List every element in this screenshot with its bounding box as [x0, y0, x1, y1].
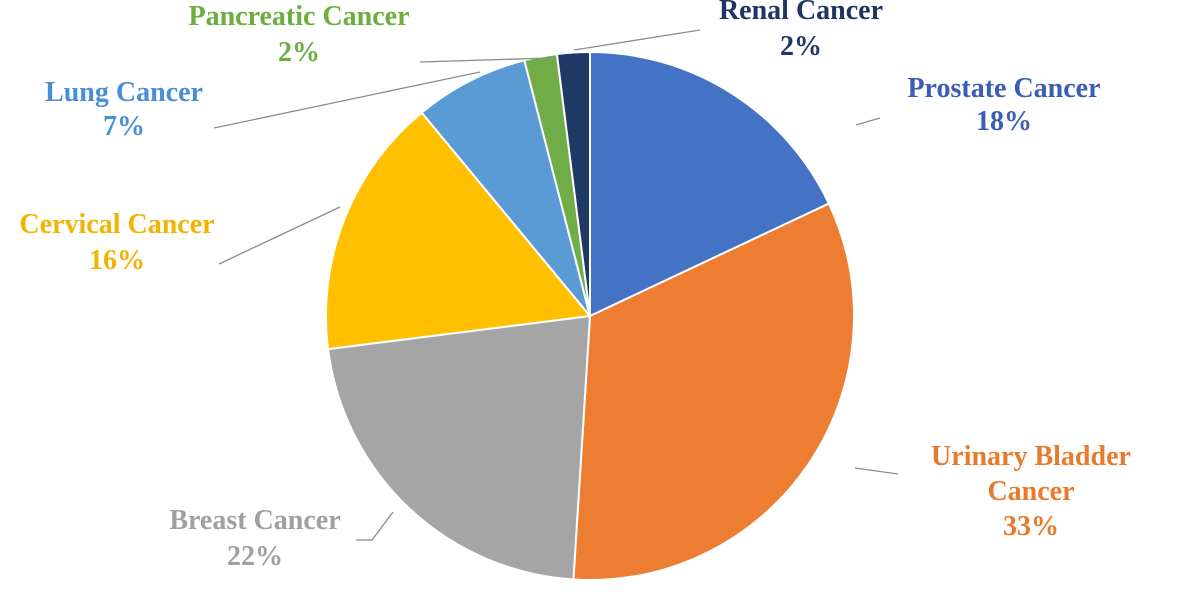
pie-slices [325, 51, 855, 581]
data-label-prostate-cancer: Prostate Cancer 18% [907, 73, 1100, 137]
data-label-value: 22% [227, 541, 283, 572]
leader-line-urinary-bladder-cancer [854, 467, 899, 475]
data-label-name: Pancreatic Cancer [188, 1, 409, 32]
data-label-name: Cervical Cancer [19, 209, 214, 240]
pie-slice-renal-cancer [555, 51, 591, 317]
data-label-value: 18% [976, 106, 1032, 137]
data-label-value: 2% [278, 37, 320, 68]
pie-slice-breast-cancer [327, 315, 591, 581]
pie-slice-urinary-bladder-cancer [572, 202, 855, 581]
leader-lines [213, 29, 899, 541]
pie-slice-prostate-cancer [589, 51, 830, 317]
data-label-name: Breast Cancer [169, 505, 340, 536]
data-label-cervical-cancer: Cervical Cancer 16% [19, 209, 214, 276]
pie-slice-lung-cancer [420, 59, 591, 317]
data-label-name: Cancer [987, 476, 1074, 507]
data-label-urinary-bladder-cancer: Urinary Bladder Cancer 33% [931, 441, 1131, 542]
data-label-breast-cancer: Breast Cancer 22% [169, 505, 340, 572]
data-label-name: Urinary Bladder [931, 441, 1131, 472]
data-label-value: 7% [103, 111, 145, 142]
pie-slice-cervical-cancer [325, 111, 591, 351]
data-label-value: 2% [780, 31, 822, 62]
data-label-value: 16% [89, 245, 145, 276]
leader-line-renal-cancer [573, 29, 701, 51]
data-label-pancreatic-cancer: Pancreatic Cancer 2% [188, 1, 409, 68]
data-label-lung-cancer: Lung Cancer 7% [45, 77, 203, 142]
leader-line-pancreatic-cancer [419, 57, 551, 63]
data-label-value: 33% [1003, 511, 1059, 542]
data-label-renal-cancer: Renal Cancer 2% [719, 0, 883, 62]
data-label-name: Prostate Cancer [907, 73, 1100, 104]
leader-line-cervical-cancer [218, 206, 341, 265]
data-label-name: Renal Cancer [719, 0, 883, 26]
data-labels: Prostate Cancer 18% Urinary Bladder Cancer 3… [19, 0, 1131, 572]
leader-line-prostate-cancer [855, 117, 881, 126]
leader-line-lung-cancer [213, 71, 481, 129]
data-label-name: Lung Cancer [45, 77, 203, 108]
leader-line-breast-cancer [356, 511, 394, 541]
